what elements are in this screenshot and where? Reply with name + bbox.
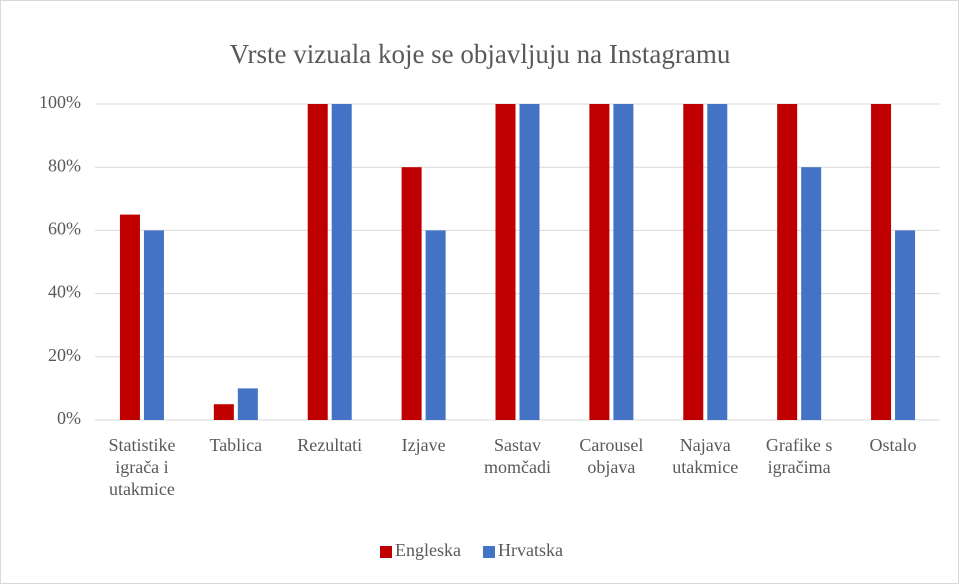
legend-swatch [380, 546, 392, 558]
y-tick-label: 60% [48, 219, 81, 239]
x-tick-label: Izjave [401, 435, 446, 455]
bar [683, 104, 704, 420]
legend-swatch [482, 546, 495, 558]
bar [613, 104, 634, 420]
y-tick-label: 20% [48, 345, 81, 365]
legend-label: Hrvatska [498, 540, 563, 560]
x-tick-label: Rezultati [297, 435, 363, 455]
x-tick-label: Statistike igrača i utakmice [108, 435, 176, 499]
x-tick-label: Najava utakmice [672, 435, 739, 477]
x-tick-label: Ostalo [869, 435, 917, 455]
chart-title: Vrste vizuala koje se objavljuju na Inst… [230, 39, 731, 69]
bar [143, 230, 164, 420]
legend-label: Engleska [395, 540, 461, 560]
bar [871, 104, 892, 420]
bar [425, 230, 446, 420]
x-tick-label: Carousel objava [579, 435, 644, 477]
bar [777, 104, 798, 420]
bar [895, 230, 916, 420]
bar [519, 104, 540, 420]
x-tick-label: Tablica [209, 435, 263, 455]
bar [237, 388, 258, 420]
bar [307, 104, 328, 420]
bar [401, 167, 422, 420]
bar [589, 104, 610, 420]
y-tick-label: 100% [39, 92, 81, 112]
y-tick-label: 80% [48, 155, 81, 175]
bar [331, 104, 352, 420]
bar [213, 404, 234, 420]
x-tick-label: Grafike s igračima [765, 435, 833, 477]
x-tick-label: Sastav momčadi [483, 435, 551, 477]
y-tick-label: 0% [57, 408, 81, 428]
bar [119, 214, 140, 420]
bar [707, 104, 728, 420]
bar [495, 104, 516, 420]
bar [801, 167, 822, 420]
y-tick-label: 40% [48, 282, 81, 302]
